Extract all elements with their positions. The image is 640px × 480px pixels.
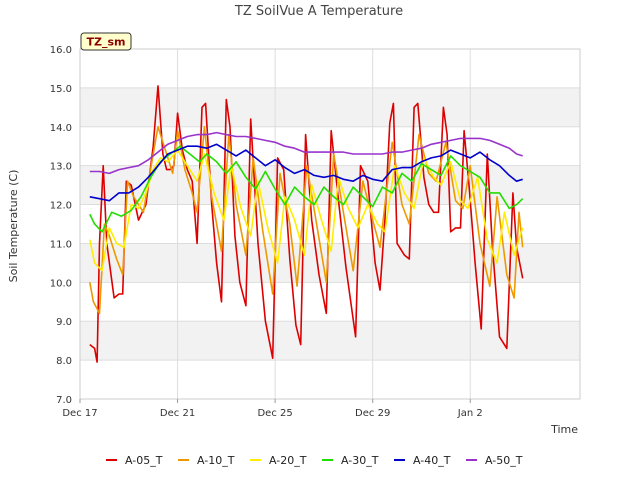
x-axis-ticks: Dec 17 Dec 21 Dec 25 Dec 29 Jan 2 — [62, 399, 483, 419]
y-tick-label: 12.0 — [50, 201, 72, 212]
legend-label: A-05_T — [125, 454, 163, 467]
legend-label: A-40_T — [413, 454, 451, 467]
series-line-a-20-t — [89, 149, 524, 272]
x-axis-label: Time — [550, 423, 578, 436]
legend-item-a-30-t: A-30_T — [322, 454, 379, 467]
y-tick-label: 8.0 — [56, 356, 72, 367]
x-tick-label: Dec 29 — [355, 408, 390, 419]
legend: A-05_T A-10_T A-20_T A-30_T A-40_T A-50_T — [106, 454, 523, 467]
y-tick-label: 11.0 — [50, 239, 72, 250]
legend-item-a-10-t: A-10_T — [178, 454, 235, 467]
y-axis-ticks: 7.0 8.0 9.0 10.0 11.0 12.0 13.0 14.0 15.0 16.0 — [50, 45, 72, 406]
x-tick-label: Jan 2 — [457, 408, 483, 419]
station-badge-label: TZ_sm — [87, 36, 126, 49]
station-badge: TZ_sm — [80, 32, 132, 51]
station-badge-box — [80, 32, 132, 51]
y-tick-label: 10.0 — [50, 278, 72, 289]
y-tick-label: 13.0 — [50, 162, 72, 173]
x-tick-label: Dec 17 — [62, 408, 97, 419]
x-tick-label: Dec 21 — [160, 408, 195, 419]
legend-label: A-10_T — [197, 454, 235, 467]
legend-label: A-30_T — [341, 454, 379, 467]
y-tick-label: 14.0 — [50, 123, 72, 134]
legend-label: A-50_T — [485, 454, 523, 467]
legend-item-a-20-t: A-20_T — [250, 454, 307, 467]
legend-label: A-20_T — [269, 454, 307, 467]
plot-border — [79, 48, 581, 400]
legend-item-a-40-t: A-40_T — [394, 454, 451, 467]
y-tick-label: 16.0 — [50, 45, 72, 56]
y-tick-label: 7.0 — [56, 395, 72, 406]
y-tick-label: 15.0 — [50, 84, 72, 95]
chart-title: TZ SoilVue A Temperature — [234, 4, 403, 19]
y-axis-label: Soil Temperature (C) — [7, 170, 20, 283]
y-tick-label: 9.0 — [56, 317, 72, 328]
legend-item-a-05-t: A-05_T — [106, 454, 163, 467]
series-layer — [89, 85, 524, 363]
legend-item-a-50-t: A-50_T — [466, 454, 523, 467]
x-tick-label: Dec 25 — [257, 408, 292, 419]
series-line-a-50-t — [89, 131, 523, 175]
band-14 — [80, 87, 580, 127]
series-line-a-40-t — [89, 143, 523, 202]
band-8 — [80, 321, 580, 361]
